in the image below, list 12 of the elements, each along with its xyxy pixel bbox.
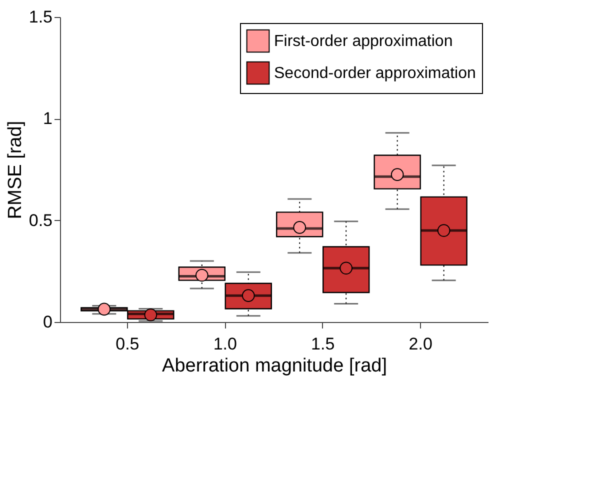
x-axis-title: Aberration magnitude [rad] xyxy=(162,356,387,376)
y-axis-title: RMSE [rad] xyxy=(4,120,26,220)
y-tick-label: 1 xyxy=(43,109,52,128)
legend-label: Second-order approximation xyxy=(274,65,476,82)
y-tick-label: 0.5 xyxy=(28,210,52,230)
x-tick-label: 0.5 xyxy=(116,334,140,354)
x-tick-label: 1.0 xyxy=(213,334,237,354)
legend-label: First-order approximation xyxy=(274,33,453,50)
x-tick-label: 1.5 xyxy=(311,334,335,354)
y-tick-label: 0 xyxy=(43,312,52,332)
x-tick-label: 2.0 xyxy=(408,334,432,354)
y-tick-label: 1.5 xyxy=(28,8,52,26)
